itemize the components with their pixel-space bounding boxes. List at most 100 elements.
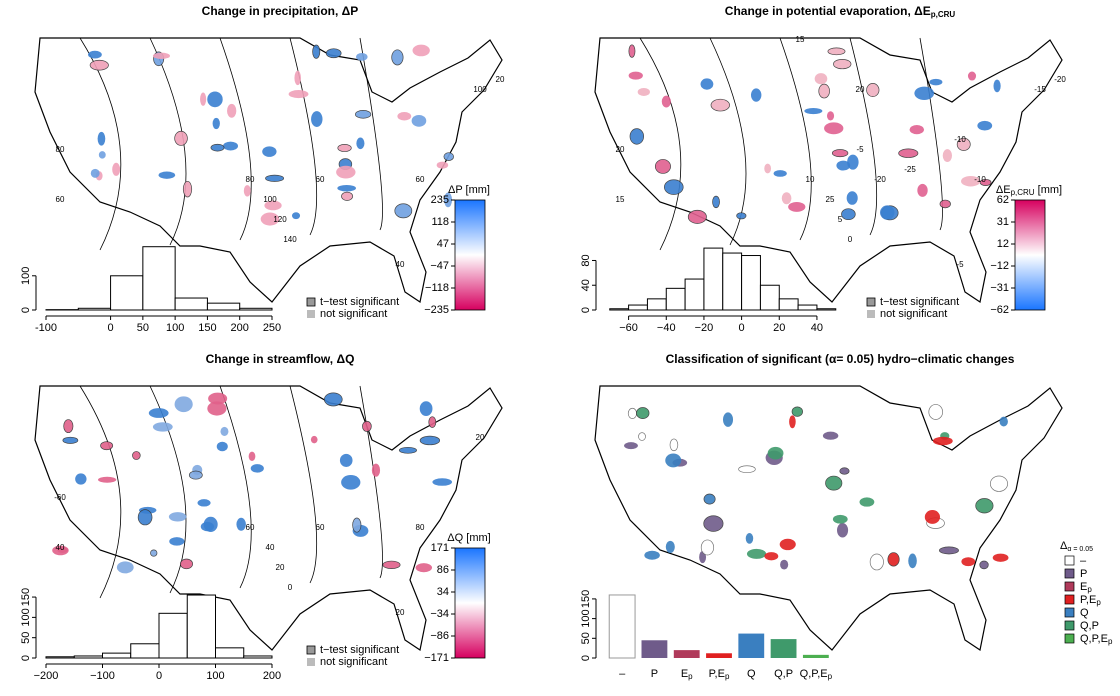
contour-label: 40: [56, 543, 65, 552]
catchment: [665, 540, 675, 554]
catchment: [999, 416, 1008, 427]
histogram-bar: [797, 304, 818, 311]
y-tick-label: 0: [580, 655, 592, 661]
bar: [641, 640, 668, 658]
catchment: [866, 83, 880, 97]
catchment: [767, 446, 784, 460]
catchment: [967, 71, 977, 81]
catchment: [804, 108, 823, 115]
contour-label: 80: [416, 523, 425, 532]
histogram-bar: [174, 297, 208, 311]
catchment: [182, 180, 193, 198]
catchment: [942, 149, 953, 163]
catchment: [250, 464, 264, 473]
catchment: [932, 436, 953, 446]
contour: [779, 37, 812, 241]
catchment: [773, 170, 787, 177]
catchment: [993, 79, 1001, 93]
contour-label: 5: [838, 215, 843, 224]
colorbar-tick-label: 86: [437, 564, 449, 576]
contour: [219, 385, 252, 589]
contour: [289, 37, 318, 236]
catchment: [391, 49, 404, 66]
contour-label: 60: [246, 523, 255, 532]
legend-label: t−test significant: [880, 296, 959, 308]
legend-swatch: [1064, 568, 1075, 579]
catchment: [212, 117, 220, 130]
catchment: [88, 50, 102, 59]
x-tick-label: 200: [231, 322, 249, 334]
contour-label: -20: [1054, 75, 1066, 84]
legend-label: –: [1080, 555, 1087, 567]
catchment: [75, 473, 87, 485]
colorbar-tick-label: 12: [997, 238, 1009, 250]
catchment: [738, 465, 756, 474]
catchment: [341, 474, 361, 490]
catchment: [839, 467, 850, 475]
x-tick-label: 50: [137, 322, 149, 334]
contour-label: 20: [476, 433, 485, 442]
y-tick-label: 100: [20, 267, 32, 285]
histogram-bar: [73, 655, 103, 659]
contour: [79, 385, 122, 599]
catchment: [428, 416, 437, 428]
catchment: [62, 436, 79, 444]
colorbar-tick-label: −62: [990, 304, 1009, 316]
contour-label: 20: [856, 85, 865, 94]
catchment: [265, 174, 285, 182]
catchment: [736, 212, 747, 220]
catchment: [745, 533, 754, 544]
legend-label: not significant: [320, 308, 387, 320]
contour-label: -25: [904, 165, 916, 174]
colorbar-label-text: ΔQ [mm]: [447, 532, 490, 544]
contour-label: 15: [616, 195, 625, 204]
catchment: [661, 95, 671, 108]
x-tick-label: 40: [811, 322, 823, 334]
catchment: [200, 92, 207, 106]
catchment: [243, 185, 251, 197]
legend-label: not significant: [320, 656, 387, 668]
contour-label: 15: [796, 35, 805, 44]
legend-swatch: [307, 658, 315, 666]
histogram-bar: [759, 284, 780, 311]
catchment: [356, 52, 368, 61]
x-tick-label: −200: [34, 670, 59, 682]
catchment: [137, 509, 153, 526]
contour: [219, 37, 252, 241]
legend-swatch: [1064, 633, 1075, 644]
catchment: [841, 208, 856, 221]
catchment: [188, 470, 203, 480]
histogram-bar: [741, 255, 761, 311]
catchment: [89, 59, 109, 71]
histogram-bar: [186, 594, 216, 659]
catchment: [207, 401, 227, 416]
colorbar-tick-label: −34: [430, 608, 449, 620]
catchment: [207, 91, 223, 108]
catchment: [764, 552, 779, 561]
contour-label: -10: [954, 135, 966, 144]
x-tick-label: 0: [739, 322, 745, 334]
catchment: [627, 407, 637, 419]
colorbar-tick-label: −171: [424, 652, 449, 664]
catchment: [961, 175, 981, 187]
catchment: [248, 451, 256, 462]
contour-label: 20: [616, 145, 625, 154]
bar: [802, 654, 829, 658]
catchment: [337, 144, 352, 152]
catchment: [746, 548, 767, 559]
catchment: [352, 517, 362, 533]
contour-label: 0: [848, 235, 853, 244]
x-tick-label: Ep: [681, 668, 693, 681]
catchment: [687, 209, 707, 224]
catchment: [355, 110, 372, 119]
legend-title: Δα = 0.05: [1060, 540, 1093, 553]
catchment: [636, 407, 650, 420]
catchment: [788, 201, 806, 212]
colorbar: [1014, 199, 1046, 311]
catchment: [148, 408, 169, 418]
y-tick-label: 0: [20, 307, 32, 313]
histogram-bar: [816, 308, 837, 311]
catchment: [262, 146, 277, 157]
legend-label: Q,P,Ep: [1080, 633, 1113, 646]
y-tick-label: 40: [580, 279, 592, 291]
